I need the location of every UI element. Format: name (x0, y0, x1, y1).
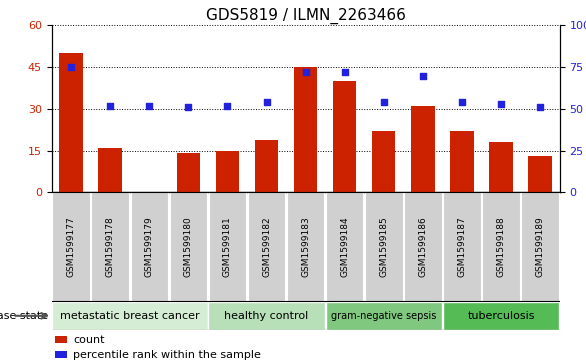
Text: tuberculosis: tuberculosis (467, 311, 535, 321)
Text: percentile rank within the sample: percentile rank within the sample (73, 350, 261, 360)
Point (66, 64, 76, 70)
Text: GSM1599186: GSM1599186 (418, 216, 427, 277)
Bar (59, 53, 83, 192)
Text: gram-negative sepsis: gram-negative sepsis (331, 311, 437, 321)
Bar (54, 337, 67, 343)
Text: GSM1599184: GSM1599184 (340, 216, 349, 277)
Point (457, 99, 466, 105)
Text: GSM1599183: GSM1599183 (301, 216, 310, 277)
Text: GSM1599188: GSM1599188 (496, 216, 506, 277)
Text: metastatic breast cancer: metastatic breast cancer (60, 311, 200, 321)
Bar (131, 192, 168, 301)
Point (379, 99, 389, 105)
Text: GSM1599187: GSM1599187 (458, 216, 466, 277)
Bar (52, 302, 207, 330)
Point (301, 69, 311, 75)
Text: count: count (73, 335, 104, 346)
Bar (98, 148, 122, 192)
Bar (333, 81, 356, 192)
Point (536, 104, 545, 110)
Bar (169, 192, 207, 301)
Bar (216, 151, 239, 192)
Text: healthy control: healthy control (224, 311, 309, 321)
Point (145, 103, 154, 109)
Bar (443, 192, 481, 301)
Bar (482, 192, 520, 301)
Text: GSM1599182: GSM1599182 (262, 216, 271, 277)
Bar (287, 192, 325, 301)
Bar (326, 302, 442, 330)
Title: GDS5819 / ILMN_2263466: GDS5819 / ILMN_2263466 (206, 8, 406, 24)
Bar (208, 302, 325, 330)
Bar (52, 192, 90, 301)
Point (262, 99, 271, 105)
Text: GSM1599181: GSM1599181 (223, 216, 232, 277)
Point (340, 69, 349, 75)
Bar (443, 302, 559, 330)
Bar (522, 192, 559, 301)
Point (105, 103, 115, 109)
Bar (176, 154, 200, 192)
Bar (489, 142, 513, 192)
Bar (54, 351, 67, 358)
Text: GSM1599179: GSM1599179 (145, 216, 154, 277)
Point (223, 103, 232, 109)
Text: disease state: disease state (0, 311, 52, 321)
Bar (365, 192, 403, 301)
Text: GSM1599180: GSM1599180 (184, 216, 193, 277)
Bar (404, 192, 442, 301)
Bar (91, 192, 129, 301)
Point (183, 104, 193, 110)
Bar (248, 192, 285, 301)
Bar (529, 156, 552, 192)
Bar (294, 67, 318, 192)
Point (496, 101, 506, 107)
Bar (411, 106, 435, 192)
Bar (255, 139, 278, 192)
Text: GSM1599185: GSM1599185 (379, 216, 389, 277)
Bar (209, 192, 246, 301)
Bar (326, 192, 363, 301)
Bar (450, 131, 473, 192)
Text: GSM1599178: GSM1599178 (105, 216, 115, 277)
Bar (372, 131, 396, 192)
Text: GSM1599177: GSM1599177 (67, 216, 76, 277)
Text: GSM1599189: GSM1599189 (536, 216, 544, 277)
Point (418, 73, 428, 78)
